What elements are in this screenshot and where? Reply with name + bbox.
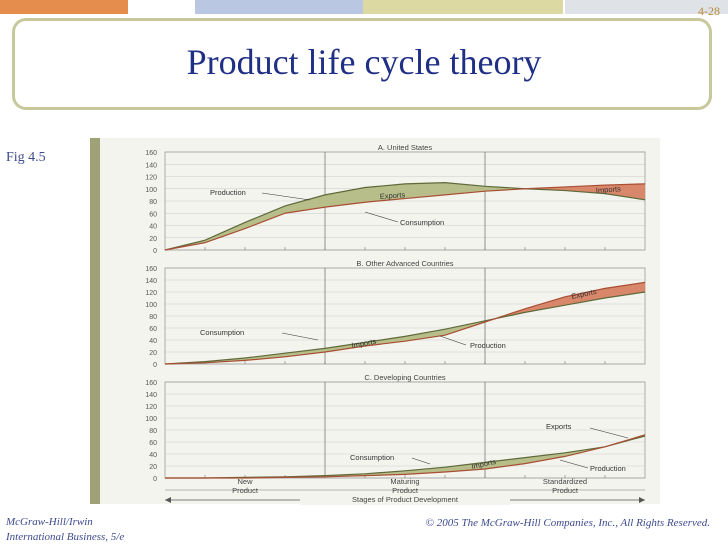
y-tick-label: 60 xyxy=(149,211,157,218)
footer-copyright: © 2005 The McGraw-Hill Companies, Inc., … xyxy=(425,517,710,529)
area-fill-segment-1 xyxy=(565,288,605,306)
y-tick-label: 40 xyxy=(149,224,157,231)
area-fill-segment-1 xyxy=(525,296,565,313)
annotation-label: Production xyxy=(210,188,246,197)
y-tick-label: 80 xyxy=(149,428,157,435)
area-fill-segment-1 xyxy=(325,342,365,352)
y-tick-label: 20 xyxy=(149,350,157,357)
y-tick-label: 140 xyxy=(145,162,157,169)
annotation-leader xyxy=(261,192,311,201)
y-tick-label: 140 xyxy=(145,278,157,285)
area-fill-segment-2 xyxy=(405,467,445,475)
y-tick-label: 80 xyxy=(149,199,157,206)
y-tick-label: 160 xyxy=(145,380,157,387)
footer-publisher: McGraw-Hill/Irwin xyxy=(6,516,93,528)
stage-label-2-second: Product xyxy=(552,486,579,495)
series-line-consumption-0 xyxy=(164,183,646,251)
y-tick-label: 40 xyxy=(149,452,157,459)
footer-publisher-block: McGraw-Hill/Irwin International Business… xyxy=(6,515,124,545)
area-fill-segment-2 xyxy=(525,452,565,464)
top-bar-orange xyxy=(0,0,128,14)
stage-label-0: New xyxy=(237,477,253,486)
annotation-label: Consumption xyxy=(400,218,444,227)
y-tick-label: 0 xyxy=(153,476,157,483)
y-tick-label: 20 xyxy=(149,464,157,471)
top-bar-green xyxy=(363,0,563,14)
area-fill-segment-1 xyxy=(365,336,405,346)
y-tick-label: 40 xyxy=(149,338,157,345)
y-tick-label: 80 xyxy=(149,314,157,321)
area-fill-segment-0 xyxy=(325,187,365,208)
stage-label-1: Maturing xyxy=(390,477,419,486)
stage-axis-label: Stages of Product Development xyxy=(352,495,459,504)
area-fill-segment-0 xyxy=(565,185,605,194)
y-tick-label: 120 xyxy=(145,404,157,411)
panel-title-0: A. United States xyxy=(378,143,432,152)
y-tick-label: 140 xyxy=(145,392,157,399)
y-tick-label: 100 xyxy=(145,187,157,194)
area-fill-segment-0 xyxy=(405,182,445,199)
y-tick-label: 120 xyxy=(145,175,157,182)
y-tick-label: 100 xyxy=(145,302,157,309)
annotation-leader xyxy=(364,211,399,223)
chart-side-band xyxy=(90,138,100,504)
annotation-label: Imports xyxy=(596,184,622,195)
y-tick-label: 20 xyxy=(149,236,157,243)
y-tick-label: 100 xyxy=(145,416,157,423)
y-tick-label: 120 xyxy=(145,290,157,297)
annotation-label: Exports xyxy=(546,422,572,431)
y-tick-label: 0 xyxy=(153,362,157,369)
annotation-label: Consumption xyxy=(350,453,394,462)
annotation-label: Consumption xyxy=(200,328,244,337)
slide-number: 4-28 xyxy=(698,4,720,18)
panel-title-1: B. Other Advanced Countries xyxy=(356,259,453,268)
annotation-leader xyxy=(281,332,319,341)
stage-axis-label-bg xyxy=(300,493,510,505)
area-fill-segment-0 xyxy=(605,183,645,200)
top-bar-blue xyxy=(195,0,363,14)
series-line-consumption-1 xyxy=(164,291,646,365)
title-frame xyxy=(12,18,712,110)
y-tick-label: 160 xyxy=(145,266,157,273)
area-fill-segment-1 xyxy=(605,282,645,298)
area-fill-segment-2 xyxy=(485,457,525,469)
top-bar-gray xyxy=(565,0,728,14)
footer-course: International Business, 5/e xyxy=(6,531,125,543)
series-line-production-0 xyxy=(164,182,646,251)
annotation-leader xyxy=(589,427,629,439)
stage-arrow-head-left xyxy=(165,497,171,503)
area-fill-segment-1 xyxy=(405,329,445,342)
series-line-production-2 xyxy=(165,434,646,479)
y-tick-label: 60 xyxy=(149,326,157,333)
series-line-production-1 xyxy=(164,281,646,365)
slide-title: Product life cycle theory xyxy=(186,42,542,82)
stage-arrow-head-right xyxy=(639,497,645,503)
area-fill-segment-0 xyxy=(365,183,405,203)
stage-label-1-second: Product xyxy=(392,486,419,495)
annotation-leader xyxy=(411,457,431,465)
y-tick-label: 160 xyxy=(145,150,157,157)
annotation-leader xyxy=(559,459,589,469)
y-tick-label: 0 xyxy=(153,248,157,255)
panel-title-2: C. Developing Countries xyxy=(364,373,446,382)
figure-label: Fig 4.5 xyxy=(6,150,46,165)
y-tick-label: 60 xyxy=(149,440,157,447)
annotation-leader xyxy=(439,335,467,346)
stage-label-2: Standardized xyxy=(543,477,587,486)
area-fill-segment-0 xyxy=(485,186,525,192)
annotation-label: Exports xyxy=(380,190,406,201)
annotation-label: Imports xyxy=(351,337,377,350)
area-fill-segment-0 xyxy=(245,205,285,229)
area-fill-segment-1 xyxy=(285,348,325,357)
annotation-label: Production xyxy=(470,341,506,350)
stage-label-0-second: Product xyxy=(232,486,259,495)
annotation-label: Production xyxy=(590,464,626,473)
